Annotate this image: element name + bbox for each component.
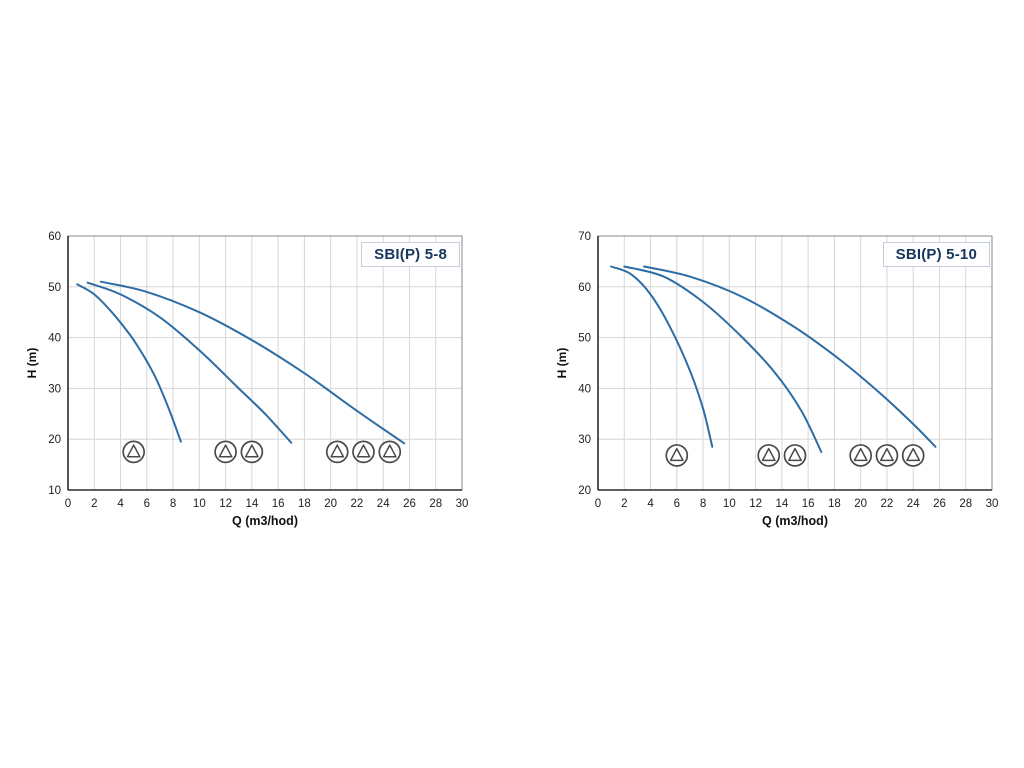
x-tick-label: 30: [456, 498, 469, 510]
3-pumps-curve: [643, 265, 937, 448]
pump-icon: [783, 444, 807, 467]
x-tick-label: 18: [298, 498, 311, 510]
y-tick-label: 30: [578, 434, 591, 446]
pump-icon: [665, 444, 689, 467]
y-tick-label: 70: [578, 231, 591, 243]
x-tick-label: 16: [272, 498, 285, 510]
x-tick-label: 22: [881, 498, 894, 510]
y-tick-label: 50: [48, 282, 61, 294]
x-tick-label: 14: [775, 498, 788, 510]
x-tick-label: 2: [621, 498, 627, 510]
x-tick-label: 10: [723, 498, 736, 510]
1-pump-curve: [76, 283, 182, 443]
pump-curve-chart-sbip-5-10: 0 2 4 6 8 10 12 14 16 18 20 22 24 26 28 30 20 30 40 50 60 70 …: [550, 222, 1000, 562]
y-axis-label: H (m): [25, 347, 39, 379]
x-tick-label: 26: [403, 498, 416, 510]
x-tick-label: 28: [429, 498, 442, 510]
x-tick-label: 12: [219, 498, 232, 510]
x-tick-label: 4: [117, 498, 124, 510]
x-tick-label: 6: [674, 498, 680, 510]
x-tick-label: 24: [377, 498, 390, 510]
x-tick-label: 6: [144, 498, 150, 510]
x-axis-label: Q (m3/hod): [232, 514, 298, 528]
2-pumps-curve: [86, 281, 293, 444]
x-tick-label: 8: [700, 498, 706, 510]
y-tick-label: 40: [578, 383, 591, 395]
x-tick-label: 8: [170, 498, 176, 510]
pump-icon: [352, 440, 375, 464]
x-tick-label: 20: [854, 498, 867, 510]
x-tick-label: 2: [91, 498, 97, 510]
x-tick-label: 20: [324, 498, 337, 510]
pump-icon: [240, 440, 264, 464]
pump-curve-chart-sbip-5-8: 0 2 4 6 8 10 12 14 16 18 20 22 24 26 28 30 10 20 30 40 50 60 …: [20, 222, 470, 562]
pump-icon: [122, 440, 146, 464]
x-tick-label: 28: [959, 498, 972, 510]
x-tick-label: 18: [828, 498, 841, 510]
y-tick-label: 50: [578, 333, 591, 345]
y-tick-label: 60: [578, 282, 591, 294]
x-tick-label: 14: [245, 498, 258, 510]
1-pump-curve: [610, 265, 714, 448]
3-pumps-curve: [99, 280, 406, 445]
pump-icon: [378, 440, 402, 464]
pump-icon: [325, 440, 349, 464]
x-tick-label: 10: [193, 498, 206, 510]
x-tick-label: 0: [595, 498, 601, 510]
chart-title: SBI(P) 5-8: [361, 242, 460, 267]
y-tick-label: 30: [48, 383, 61, 395]
pump-icon: [757, 444, 781, 467]
x-tick-label: 30: [986, 498, 999, 510]
pump-icon: [214, 440, 237, 464]
y-axis-label: H (m): [555, 347, 569, 379]
y-tick-label: 20: [48, 434, 61, 446]
2-pumps-curve: [623, 265, 823, 453]
x-tick-label: 24: [907, 498, 920, 510]
y-tick-label: 60: [48, 231, 61, 243]
pump-icon: [849, 444, 873, 467]
y-tick-label: 10: [48, 485, 61, 497]
x-tick-label: 16: [802, 498, 815, 510]
pump-icon: [875, 444, 899, 467]
x-tick-label: 12: [749, 498, 762, 510]
chart-title: SBI(P) 5-10: [882, 242, 990, 267]
x-tick-label: 4: [647, 498, 654, 510]
pump-icon: [901, 444, 925, 467]
x-tick-label: 0: [65, 498, 71, 510]
y-tick-label: 20: [578, 485, 591, 497]
x-tick-label: 26: [933, 498, 946, 510]
x-tick-label: 22: [351, 498, 364, 510]
x-axis-label: Q (m3/hod): [762, 514, 828, 528]
y-tick-label: 40: [48, 333, 61, 345]
